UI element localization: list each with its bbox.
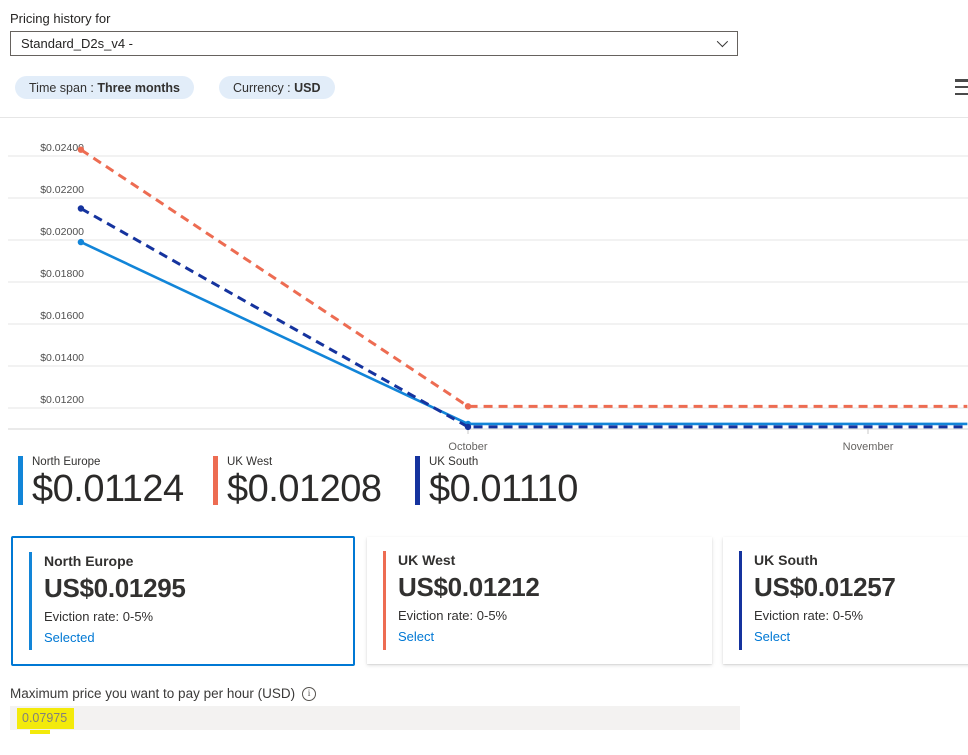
svg-text:$0.01400: $0.01400	[40, 352, 84, 364]
region-card-eviction-rate: Eviction rate: 0-5%	[754, 608, 864, 623]
data-point-marker	[77, 146, 85, 153]
legend-name: North Europe	[32, 456, 101, 468]
time-span-filter-pill[interactable]: Time span : Three months	[15, 76, 194, 99]
region-card-eviction-rate: Eviction rate: 0-5%	[398, 608, 508, 623]
legend-swatch-north-europe	[18, 456, 23, 505]
data-point-marker	[77, 205, 85, 212]
region-card-uk-west[interactable]: UK West US$0.01212 Eviction rate: 0-5% S…	[367, 537, 712, 664]
chart-menu-icon[interactable]	[955, 79, 968, 99]
currency-value: USD	[294, 80, 321, 95]
chart-legend: North Europe $0.01124 UK West $0.01208 U…	[0, 456, 968, 512]
series-line-north-europe	[80, 240, 968, 426]
legend-item-uk-south: UK South $0.01110	[415, 456, 578, 509]
legend-item-uk-west: UK West $0.01208	[213, 456, 382, 509]
region-card-select-link[interactable]: Select	[754, 629, 791, 644]
price-history-chart: $0.02400 $0.02200 $0.02000 $0.01800 $0.01600…	[0, 117, 968, 457]
legend-price: $0.01110	[429, 468, 578, 510]
max-price-label-row: Maximum price you want to pay per hour (…	[10, 686, 317, 701]
region-card-accent-bar	[29, 552, 32, 650]
data-point-marker	[464, 423, 472, 431]
price-history-chart-svg: $0.02400 $0.02200 $0.02000 $0.01800 $0.01600…	[8, 142, 968, 453]
info-icon[interactable]: i	[302, 686, 317, 701]
legend-swatch-uk-south	[415, 456, 420, 505]
svg-text:$0.01200: $0.01200	[40, 394, 84, 406]
legend-swatch-uk-west	[213, 456, 218, 505]
data-point-marker	[77, 238, 85, 246]
page-title: Pricing history for	[10, 11, 111, 26]
region-card-north-europe[interactable]: North Europe US$0.01295 Eviction rate: 0…	[11, 536, 355, 666]
svg-text:November: November	[843, 441, 894, 453]
svg-text:$0.02400: $0.02400	[40, 142, 84, 154]
series-line-uk-west	[80, 148, 968, 408]
region-card-price: US$0.01212	[398, 572, 540, 602]
currency-label: Currency :	[233, 80, 295, 95]
region-card-price: US$0.01295	[44, 573, 186, 603]
region-card-price: US$0.01257	[754, 572, 896, 602]
legend-price: $0.01208	[227, 468, 382, 510]
svg-text:$0.02000: $0.02000	[40, 226, 84, 238]
series-line-uk-south	[80, 207, 968, 429]
region-card-title: UK West	[398, 552, 456, 568]
legend-name: UK West	[227, 456, 273, 468]
region-card-title: North Europe	[44, 553, 134, 569]
time-span-value: Three months	[97, 80, 180, 95]
max-price-label: Maximum price you want to pay per hour (…	[10, 686, 296, 701]
legend-price: $0.01124	[32, 468, 184, 510]
svg-text:$0.01800: $0.01800	[40, 268, 84, 280]
legend-item-north-europe: North Europe $0.01124	[18, 456, 184, 509]
data-point-marker	[464, 403, 472, 410]
region-card-title: UK South	[754, 552, 818, 568]
time-span-label: Time span :	[29, 80, 98, 95]
region-card-accent-bar	[739, 551, 742, 650]
legend-name: UK South	[429, 456, 479, 468]
region-card-eviction-rate: Eviction rate: 0-5%	[44, 609, 154, 624]
currency-filter-pill[interactable]: Currency : USD	[219, 76, 335, 99]
svg-text:$0.01600: $0.01600	[40, 310, 84, 322]
vm-size-dropdown[interactable]: Standard_D2s_v4 -	[10, 31, 738, 56]
max-price-input[interactable]: 0.07975	[10, 706, 740, 730]
svg-text:$0.02200: $0.02200	[40, 184, 84, 196]
svg-text:October: October	[448, 441, 487, 453]
region-card-uk-south[interactable]: UK South US$0.01257 Eviction rate: 0-5% …	[723, 537, 968, 664]
region-card-selected-link[interactable]: Selected	[44, 630, 95, 645]
max-price-value: 0.07975	[17, 707, 75, 729]
region-card-select-link[interactable]: Select	[398, 629, 435, 644]
vm-size-dropdown-value: Standard_D2s_v4 -	[21, 36, 134, 51]
highlight-mark	[30, 730, 50, 734]
region-card-accent-bar	[383, 551, 386, 650]
